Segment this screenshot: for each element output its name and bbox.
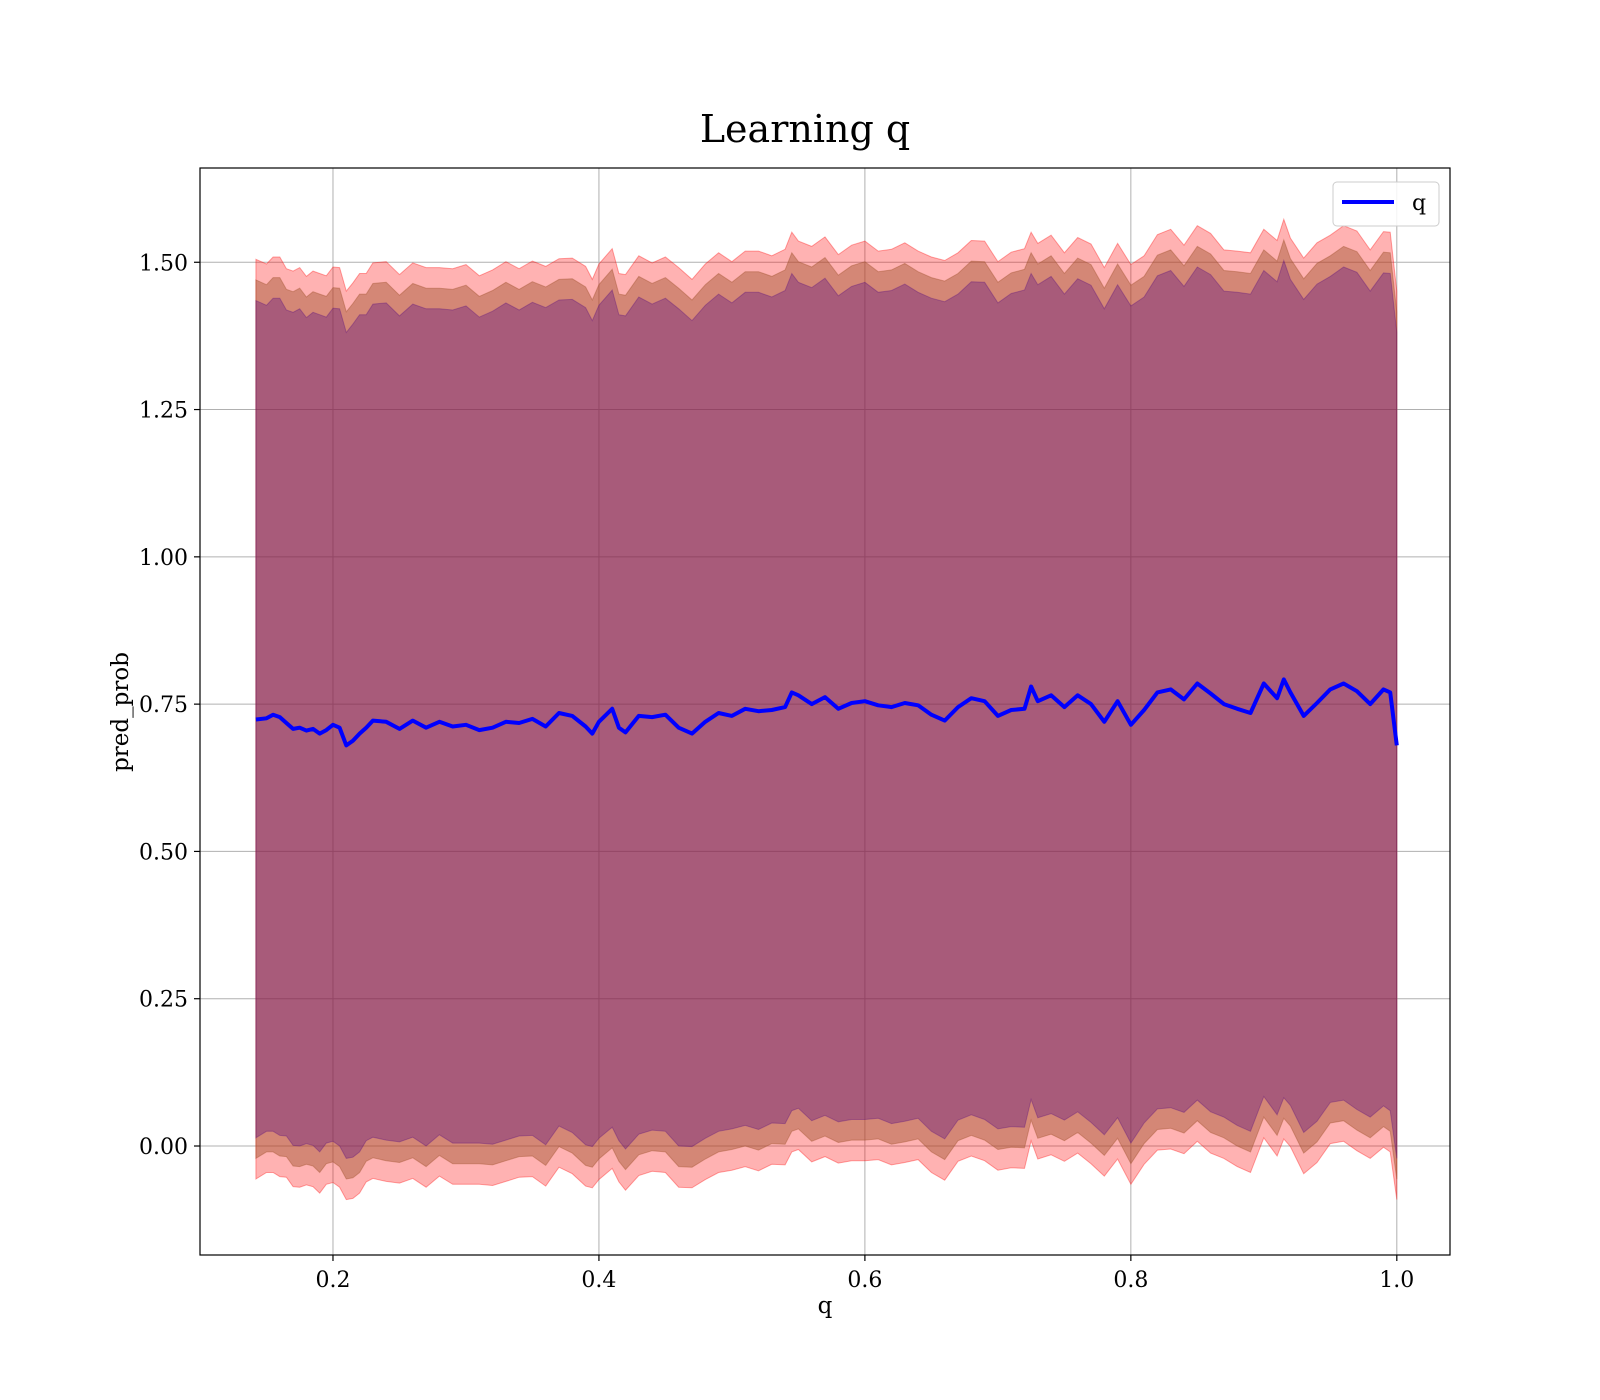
y-tick-label: 1.25 [139,399,188,424]
confidence-bands [255,217,1398,1201]
series-lines [255,677,1399,748]
x-tick-label: 0.2 [315,1268,350,1293]
confidence-band-outer [255,217,1398,1201]
x-tick-label: 0.6 [847,1268,882,1293]
legend-label-q: q [1412,191,1426,216]
y-tick-label: 1.50 [139,251,188,276]
x-tick-label: 0.4 [581,1268,616,1293]
x-tick-label: 0.8 [1113,1268,1148,1293]
y-axis-label: pred_prob [108,652,134,772]
y-tick-label: 0.50 [139,840,188,865]
y-tick-label: 1.00 [139,546,188,571]
x-tick-label: 1.0 [1379,1268,1414,1293]
legend: q [1332,181,1440,227]
chart-title: Learning q [700,107,910,151]
y-tick-label: 0.00 [139,1135,188,1160]
y-tick-label: 0.25 [139,988,188,1013]
plot-frame [199,167,1451,1256]
series-line-q [255,677,1399,748]
x-axis-label: q [818,1293,833,1319]
grid [200,168,1450,1255]
confidence-band-middle [255,238,1398,1180]
x-axis-ticks: 0.2 0.4 0.6 0.8 1.0 [315,1255,1414,1293]
y-tick-label: 0.75 [139,693,188,718]
confidence-band-inner [255,258,1398,1159]
y-axis-ticks: 0.00 0.25 0.50 0.75 1.00 1.25 1.50 [139,251,200,1160]
